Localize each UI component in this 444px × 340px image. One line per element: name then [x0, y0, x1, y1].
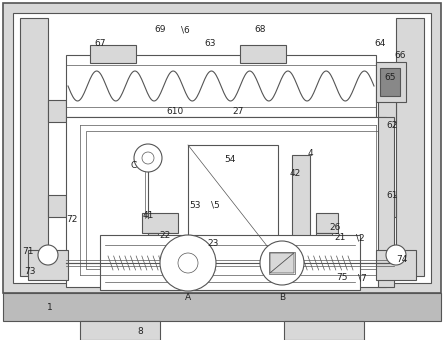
Circle shape — [160, 235, 216, 291]
Text: 22: 22 — [159, 231, 170, 239]
Text: 53: 53 — [189, 201, 201, 209]
Text: 72: 72 — [66, 216, 78, 224]
Bar — [316, 213, 338, 233]
Text: 8: 8 — [137, 327, 143, 337]
Text: 69: 69 — [154, 26, 166, 34]
Text: \5: \5 — [210, 201, 219, 209]
Bar — [378, 117, 394, 287]
Circle shape — [386, 245, 406, 265]
Text: 26: 26 — [329, 223, 341, 233]
Bar — [148, 233, 158, 253]
Text: 62: 62 — [386, 120, 398, 130]
Text: 23: 23 — [207, 239, 219, 249]
Bar — [90, 45, 136, 63]
Bar — [284, 321, 364, 340]
Bar — [188, 145, 278, 260]
Text: 41: 41 — [143, 210, 154, 220]
Text: 66: 66 — [394, 51, 406, 59]
Text: \6: \6 — [181, 26, 190, 34]
Bar — [142, 213, 178, 233]
Text: 73: 73 — [24, 268, 36, 276]
Bar — [240, 45, 286, 63]
Text: \2: \2 — [356, 234, 365, 242]
Bar — [380, 68, 400, 96]
Bar — [3, 293, 441, 321]
Circle shape — [38, 245, 58, 265]
Text: 64: 64 — [374, 38, 386, 48]
Bar — [86, 131, 388, 269]
Bar — [376, 250, 416, 280]
Text: 27: 27 — [232, 107, 244, 117]
Bar — [206, 117, 218, 172]
Bar — [376, 62, 406, 102]
Bar — [3, 3, 441, 293]
Text: 610: 610 — [166, 107, 184, 117]
Text: B: B — [279, 293, 285, 303]
Bar — [48, 195, 66, 217]
Polygon shape — [270, 253, 294, 273]
Bar — [292, 155, 310, 265]
Circle shape — [260, 241, 304, 285]
Bar — [378, 195, 396, 217]
Bar — [66, 117, 386, 287]
Circle shape — [134, 144, 162, 172]
Bar — [80, 321, 160, 340]
Bar — [28, 250, 68, 280]
Text: 61: 61 — [386, 190, 398, 200]
Bar — [378, 100, 396, 122]
Text: 4: 4 — [307, 149, 313, 157]
Text: 74: 74 — [396, 255, 408, 265]
Text: 67: 67 — [94, 38, 106, 48]
Polygon shape — [270, 253, 294, 273]
Bar — [66, 55, 376, 117]
Text: 63: 63 — [204, 38, 216, 48]
Text: 21: 21 — [334, 234, 346, 242]
Bar — [100, 235, 360, 290]
Bar — [100, 117, 112, 182]
Text: 42: 42 — [289, 169, 301, 177]
Bar — [20, 18, 48, 276]
Text: 65: 65 — [384, 73, 396, 83]
Text: 1: 1 — [47, 304, 53, 312]
Circle shape — [178, 253, 198, 273]
Circle shape — [142, 152, 154, 164]
Text: C: C — [131, 160, 137, 170]
Text: A: A — [185, 293, 191, 303]
Bar — [269, 252, 295, 274]
Bar — [48, 100, 66, 122]
Text: \7: \7 — [357, 273, 366, 283]
Bar — [13, 13, 431, 283]
Text: 68: 68 — [254, 26, 266, 34]
Text: 75: 75 — [336, 273, 348, 283]
Text: 71: 71 — [22, 248, 34, 256]
Bar — [316, 233, 332, 261]
Bar — [396, 18, 424, 276]
Text: 54: 54 — [224, 155, 236, 165]
